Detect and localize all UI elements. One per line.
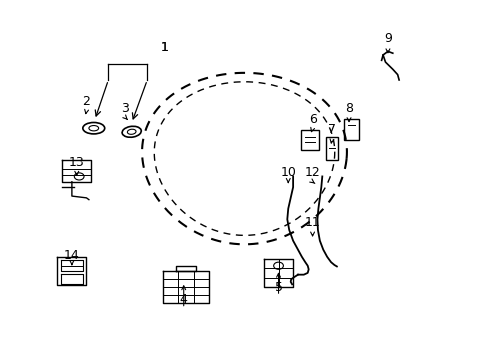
Text: 12: 12: [304, 166, 320, 179]
Text: 4: 4: [180, 293, 187, 306]
Text: 5: 5: [274, 281, 282, 294]
Text: 1: 1: [160, 41, 168, 54]
Text: 11: 11: [304, 216, 320, 229]
Text: 14: 14: [64, 248, 80, 261]
Text: 1: 1: [160, 41, 168, 54]
Text: 2: 2: [82, 95, 90, 108]
Text: 9: 9: [383, 32, 391, 45]
Text: 8: 8: [345, 102, 352, 115]
Text: 13: 13: [69, 156, 84, 168]
Text: 3: 3: [121, 102, 129, 115]
Text: 10: 10: [280, 166, 296, 179]
Text: 7: 7: [327, 123, 335, 136]
Text: 6: 6: [308, 113, 316, 126]
